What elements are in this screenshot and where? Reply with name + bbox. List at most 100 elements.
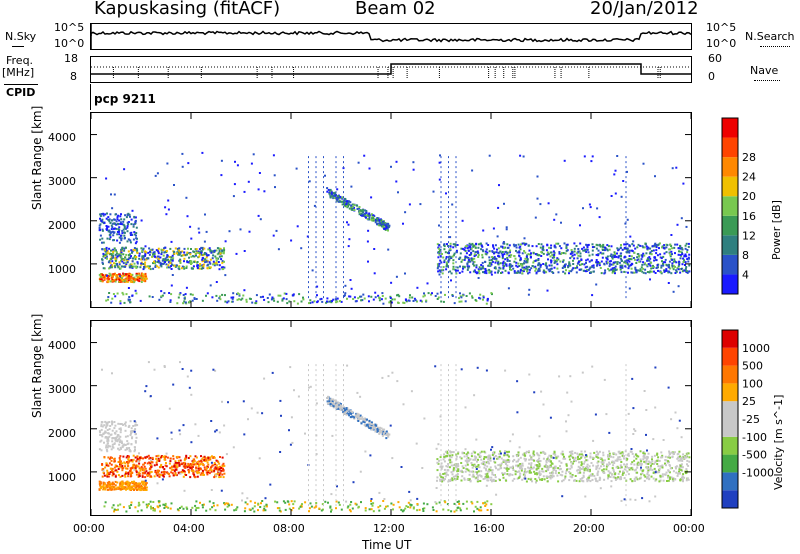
power-echo (573, 257, 576, 260)
power-echo (630, 267, 633, 270)
velocity-echo (350, 409, 353, 412)
power-echo (510, 254, 513, 257)
velocity-echo (127, 486, 130, 489)
velocity-echo (592, 464, 595, 467)
velocity-echo (646, 477, 648, 480)
velocity-echo (648, 477, 651, 480)
power-echo (360, 212, 363, 215)
velocity-echo (185, 474, 188, 476)
velocity-echo (106, 429, 109, 431)
power-echo (626, 242, 629, 245)
velocity-echo (146, 474, 149, 477)
velocity-echo (149, 456, 152, 459)
power-echo (140, 276, 143, 279)
power-echo (275, 229, 278, 232)
velocity-echo (477, 464, 480, 466)
power-echo (660, 272, 663, 275)
velocity-echo (188, 465, 191, 468)
power-echo (168, 259, 171, 262)
velocity-echo (114, 474, 117, 477)
power-echo (669, 267, 671, 270)
power-echo (506, 260, 509, 262)
power-echo (646, 259, 649, 262)
velocity-echo (483, 450, 486, 453)
velocity-echo (126, 461, 128, 463)
power-echo (614, 265, 617, 268)
velocity-echo (477, 453, 480, 456)
power-echo (646, 265, 649, 268)
velocity-echo (554, 467, 557, 470)
velocity-echo (647, 463, 650, 465)
power-echo (111, 207, 114, 210)
power-echo (111, 219, 113, 222)
power-colorbar-tick: 28 (742, 151, 756, 164)
power-echo (595, 261, 598, 264)
power-echo (628, 255, 631, 257)
velocity-echo (104, 426, 107, 429)
power-echo (585, 250, 588, 253)
velocity-echo (668, 450, 671, 453)
power-echo (484, 250, 487, 253)
power-echo (598, 216, 601, 219)
velocity-echo (505, 479, 508, 482)
velocity-echo (601, 459, 604, 462)
power-echo (390, 165, 392, 168)
power-echo (488, 268, 491, 271)
power-echo (532, 251, 535, 254)
nsky-label: N.Sky (5, 30, 37, 43)
velocity-echo (104, 483, 106, 486)
power-echo (481, 267, 484, 270)
power-echo (507, 272, 510, 275)
power-echo (477, 277, 480, 279)
power-echo (573, 242, 576, 245)
velocity-echo (447, 480, 450, 483)
velocity-echo (169, 467, 172, 470)
velocity-echo (332, 398, 335, 401)
power-echo (255, 300, 258, 303)
power-echo (497, 206, 500, 209)
power-echo (146, 257, 149, 260)
power-echo (368, 212, 371, 215)
power-echo (109, 221, 112, 224)
power-echo (100, 213, 103, 215)
velocity-echo (128, 424, 131, 427)
power-echo (488, 154, 491, 157)
velocity-echo (487, 479, 490, 482)
velocity-echo (607, 455, 610, 458)
velocity-echo (527, 477, 530, 480)
velocity-echo (519, 467, 522, 470)
power-echo (557, 271, 560, 274)
power-echo (676, 243, 679, 246)
velocity-echo (370, 421, 373, 424)
power-echo (536, 175, 539, 178)
velocity-echo (132, 458, 135, 461)
power-echo (619, 257, 622, 260)
velocity-echo (124, 475, 127, 478)
velocity-echo (340, 403, 342, 406)
power-echo (131, 273, 134, 276)
velocity-echo (120, 466, 123, 469)
velocity-echo (541, 470, 544, 473)
power-echo (444, 251, 447, 254)
velocity-echo (213, 467, 216, 470)
power-echo (561, 252, 564, 254)
power-echo (380, 222, 383, 225)
velocity-echo (106, 486, 109, 489)
power-echo (374, 291, 377, 294)
power-echo (353, 204, 356, 207)
power-echo (207, 248, 210, 251)
velocity-echo (172, 457, 175, 460)
power-echo (579, 263, 582, 266)
power-echo (558, 245, 561, 248)
power-echo (665, 263, 668, 266)
velocity-echo (517, 470, 520, 473)
power-echo (684, 253, 687, 256)
power-echo (641, 263, 644, 266)
velocity-echo (107, 436, 109, 439)
power-echo (135, 274, 138, 277)
power-echo (604, 269, 607, 272)
velocity-echo (613, 470, 615, 473)
velocity-echo (158, 460, 161, 462)
velocity-echo (213, 462, 216, 464)
power-echo (585, 248, 588, 251)
